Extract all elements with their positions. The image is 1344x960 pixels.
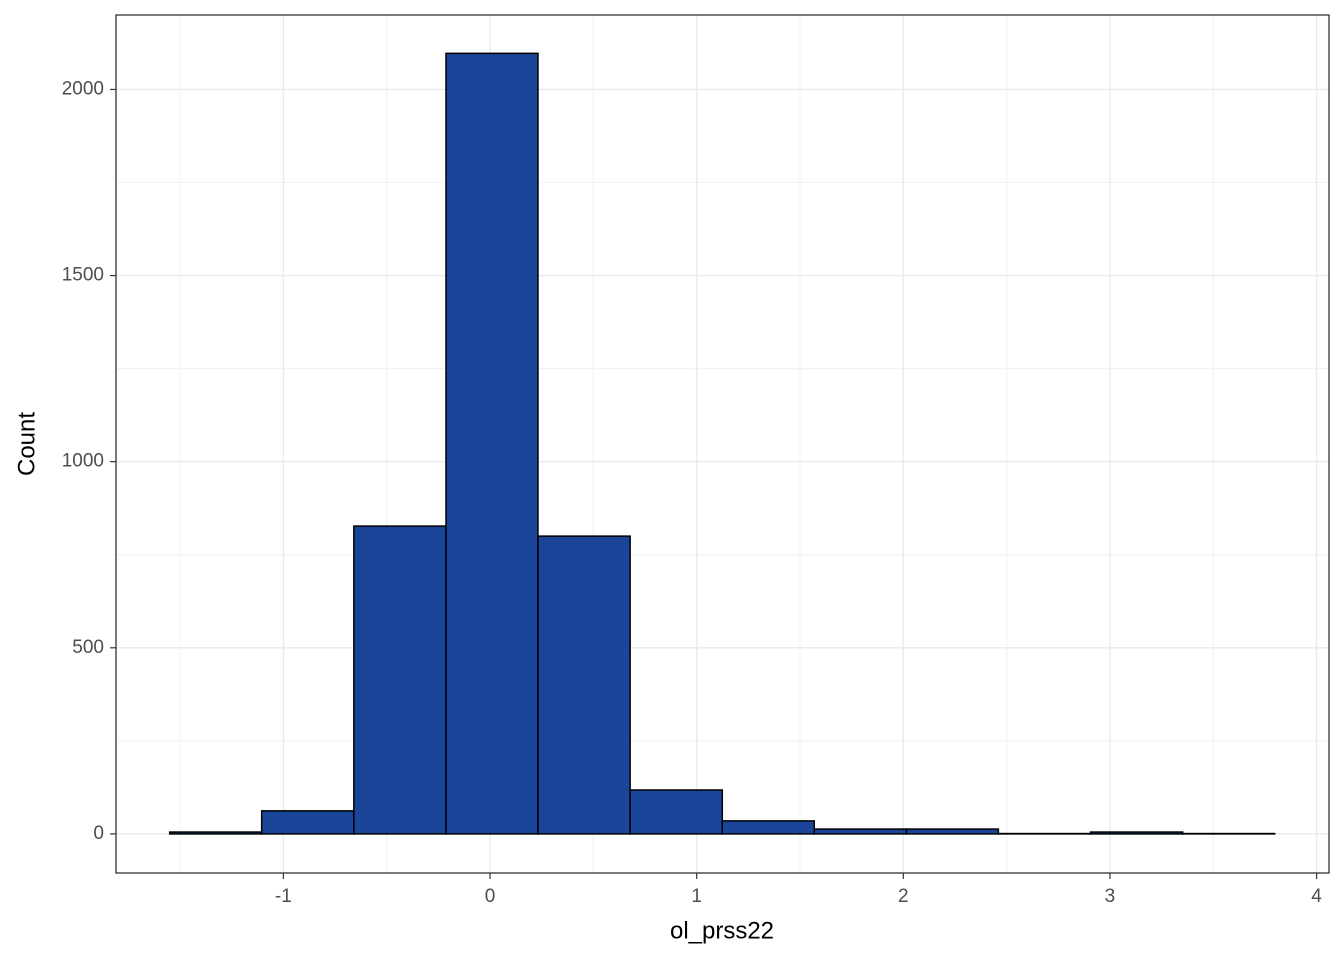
bar	[813, 828, 908, 835]
y-tick-label: 0	[93, 823, 104, 844]
bar	[905, 828, 1000, 835]
y-tick-label: 1000	[62, 451, 104, 472]
y-tick-label: 2000	[62, 78, 104, 99]
bar	[168, 831, 263, 835]
plot-border	[115, 14, 1330, 874]
x-tick-label: 1	[691, 886, 702, 907]
y-tick-label: 500	[72, 637, 104, 658]
bar	[537, 535, 631, 835]
y-axis-title: Count	[13, 412, 40, 476]
bar	[721, 820, 815, 835]
x-axis-title: ol_prss22	[670, 917, 774, 944]
bar	[353, 525, 447, 835]
x-tick-label: 2	[898, 886, 909, 907]
x-tick-label: 3	[1105, 886, 1116, 907]
x-tick-label: 0	[485, 886, 496, 907]
bar	[445, 52, 539, 835]
bar	[260, 810, 355, 835]
bar	[629, 789, 724, 835]
y-tick-label: 1500	[62, 265, 104, 286]
plot-background	[116, 15, 1329, 873]
x-tick-label: 4	[1311, 886, 1322, 907]
x-tick-label: -1	[275, 886, 292, 907]
bar	[1089, 831, 1184, 835]
